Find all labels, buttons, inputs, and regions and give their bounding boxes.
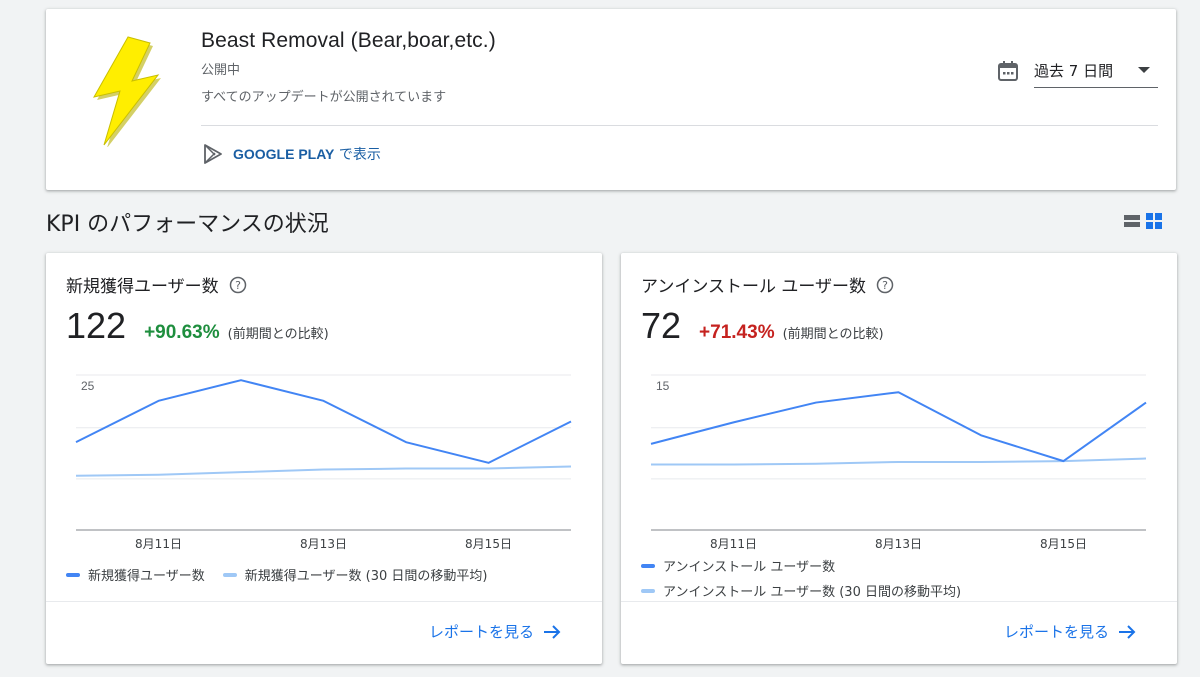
lightning-bolt-icon xyxy=(93,36,161,147)
legend-swatch xyxy=(641,588,655,593)
chart-x-tick-label: 8月11日 xyxy=(710,537,757,551)
chart-x-tick-label: 8月15日 xyxy=(1040,537,1087,551)
kpi-card-uninstalls: アンインストール ユーザー数 ? 72 +71.43% (前期間との比較) 15… xyxy=(621,253,1177,664)
divider xyxy=(201,125,1158,126)
legend-item: 新規獲得ユーザー数 (30 日間の移動平均) xyxy=(222,565,488,584)
chart-x-tick-label: 8月13日 xyxy=(875,537,922,551)
date-range-value: 過去 7 日間 xyxy=(1034,61,1114,80)
view-toggle xyxy=(1124,213,1162,229)
kpi-compare-label: (前期間との比較) xyxy=(227,327,329,342)
chart-legend: アンインストール ユーザー数 アンインストール ユーザー数 (30 日間の移動平… xyxy=(641,556,979,600)
app-name: Beast Removal (Bear,boar,etc.) xyxy=(201,29,496,52)
legend-label: アンインストール ユーザー数 xyxy=(663,560,836,575)
divider xyxy=(46,601,602,602)
view-on-google-play-link[interactable]: GOOGLE PLAY で表示 xyxy=(201,142,381,166)
legend-item: 新規獲得ユーザー数 xyxy=(66,565,205,584)
legend-item: アンインストール ユーザー数 xyxy=(641,556,961,575)
view-report-label: レポートを見る xyxy=(428,623,534,641)
kpi-line-chart: 15 8月11日 8月13日 8月15日 xyxy=(650,374,1147,551)
kpi-card-new-users: 新規獲得ユーザー数 ? 122 +90.63% (前期間との比較) 25 8月11… xyxy=(46,253,602,664)
chart-legend: 新規獲得ユーザー数 新規獲得ユーザー数 (30 日間の移動平均) xyxy=(66,565,505,584)
view-report-link[interactable]: レポートを見る xyxy=(1004,621,1137,642)
chevron-down-icon xyxy=(1138,67,1150,73)
legend-label: 新規獲得ユーザー数 (30 日間の移動平均) xyxy=(244,569,488,584)
calendar-icon xyxy=(998,60,1018,81)
chart-series-line xyxy=(75,465,572,477)
chart-series-line xyxy=(650,391,1147,463)
update-status: すべてのアップデートが公開されています xyxy=(201,90,447,105)
chart-x-tick-label: 8月13日 xyxy=(300,537,347,551)
date-range-picker[interactable]: 過去 7 日間 xyxy=(996,53,1158,88)
app-status: 公開中 xyxy=(201,63,241,78)
arrow-right-icon xyxy=(1119,624,1136,639)
help-circle-icon[interactable]: ? xyxy=(229,276,247,294)
legend-label: アンインストール ユーザー数 (30 日間の移動平均) xyxy=(663,585,962,600)
kpi-compare-label: (前期間との比較) xyxy=(782,327,884,342)
legend-swatch xyxy=(641,563,655,568)
legend-item: アンインストール ユーザー数 (30 日間の移動平均) xyxy=(641,581,961,600)
play-link-label: GOOGLE PLAY で表示 xyxy=(233,146,381,163)
chart-x-tick-label: 8月15日 xyxy=(465,537,512,551)
kpi-title: 新規獲得ユーザー数 ? xyxy=(66,272,247,297)
arrow-right-icon xyxy=(544,624,561,639)
kpi-value-row: 122 +90.63% (前期間との比較) xyxy=(66,305,329,347)
chart-y-tick-label: 25 xyxy=(81,379,95,393)
google-play-icon xyxy=(204,144,222,164)
legend-swatch xyxy=(66,572,80,577)
svg-text:?: ? xyxy=(882,279,888,292)
legend-label: 新規獲得ユーザー数 xyxy=(88,569,205,584)
kpi-change: +71.43% xyxy=(699,322,775,343)
kpi-value-row: 72 +71.43% (前期間との比較) xyxy=(641,305,884,347)
list-view-icon[interactable] xyxy=(1124,213,1140,229)
chart-series-line xyxy=(651,457,1147,466)
help-circle-icon[interactable]: ? xyxy=(876,276,894,294)
view-report-label: レポートを見る xyxy=(1003,623,1109,641)
kpi-value: 72 xyxy=(641,305,682,346)
app-header-card: Beast Removal (Bear,boar,etc.) 公開中 すべてのア… xyxy=(46,9,1176,190)
divider xyxy=(621,601,1177,602)
chart-x-tick-label: 8月11日 xyxy=(135,537,182,551)
chart-series-line xyxy=(75,379,572,464)
kpi-line-chart: 25 8月11日 8月13日 8月15日 xyxy=(75,374,572,551)
section-title: KPI のパフォーマンスの状況 xyxy=(46,212,329,237)
kpi-value: 122 xyxy=(66,305,127,346)
date-range-select[interactable]: 過去 7 日間 xyxy=(1034,53,1158,88)
svg-text:?: ? xyxy=(235,279,241,292)
grid-view-icon[interactable] xyxy=(1146,213,1162,229)
kpi-change: +90.63% xyxy=(144,322,220,343)
view-report-link[interactable]: レポートを見る xyxy=(429,621,562,642)
chart-y-tick-label: 15 xyxy=(656,379,670,393)
kpi-title-text: 新規獲得ユーザー数 xyxy=(66,277,219,297)
legend-swatch xyxy=(222,572,237,577)
kpi-title-text: アンインストール ユーザー数 xyxy=(641,277,867,297)
kpi-title: アンインストール ユーザー数 ? xyxy=(641,272,894,297)
